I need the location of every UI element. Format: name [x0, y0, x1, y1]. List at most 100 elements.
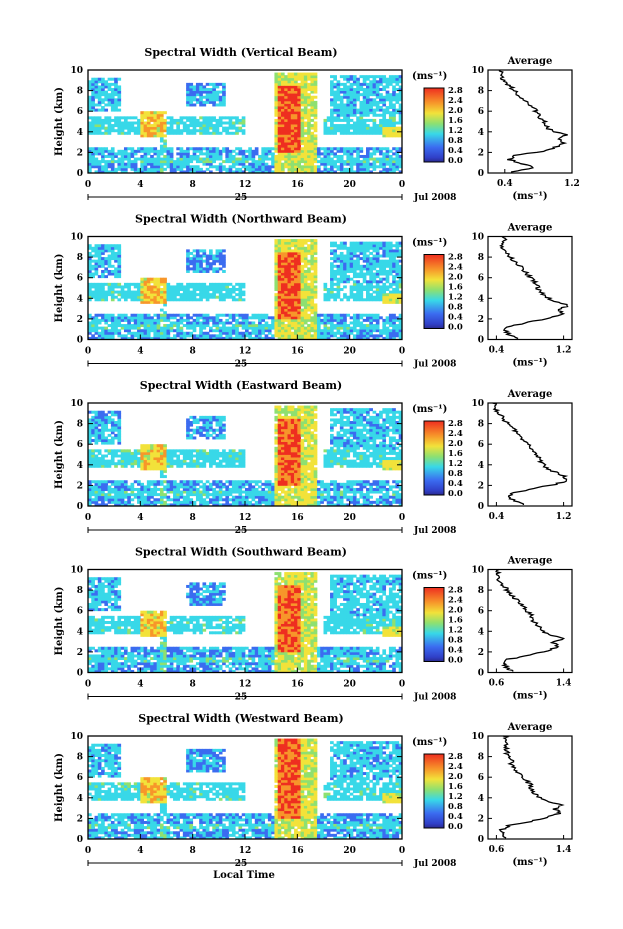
heatmap-cell [114, 118, 118, 122]
heatmap-cell [150, 329, 154, 333]
heatmap-cell [352, 251, 357, 255]
heatmap-cell [336, 257, 341, 261]
heatmap-cell [107, 124, 112, 128]
heatmap-cell [388, 264, 393, 268]
heatmap-cell [228, 154, 233, 158]
heatmap-cell [186, 126, 190, 130]
heatmap-cell [297, 272, 302, 276]
heatmap-cell [379, 267, 383, 271]
heatmap-cell [137, 451, 141, 455]
heatmap-cell [94, 90, 99, 94]
heatmap-cell [189, 485, 194, 489]
heatmap-cell [199, 126, 203, 130]
heatmap-cell [150, 293, 154, 297]
profile-y-tick-label: 2 [478, 148, 484, 158]
heatmap-cell [159, 331, 164, 335]
heatmap-cell [372, 108, 377, 112]
heatmap-cell [284, 98, 288, 102]
heatmap-cell [101, 428, 105, 432]
heatmap-cell [303, 264, 308, 268]
heatmap-cell [349, 75, 354, 79]
heatmap-cell [117, 121, 122, 125]
heatmap-cell [173, 500, 177, 504]
heatmap-cell [156, 459, 161, 463]
heatmap-cell [94, 329, 99, 333]
heatmap-cell [277, 106, 282, 110]
heatmap-cell [274, 326, 279, 330]
heatmap-cell [166, 487, 171, 491]
heatmap-cell [307, 160, 311, 164]
heatmap-cell [294, 336, 298, 340]
heatmap-cell [330, 75, 334, 79]
heatmap-cell [245, 324, 249, 328]
heatmap-cell [297, 157, 302, 161]
heatmap-cell [209, 267, 213, 271]
heatmap-cell [362, 334, 367, 338]
heatmap-cell [218, 282, 223, 286]
heatmap-cell [343, 241, 347, 245]
heatmap-cell [294, 111, 298, 115]
heatmap-cell [202, 334, 207, 338]
heatmap-cell [307, 124, 311, 128]
heatmap-cell [388, 262, 393, 266]
heatmap-cell [267, 336, 272, 340]
heatmap-cell [166, 152, 171, 156]
heatmap-cell [104, 293, 109, 297]
heatmap-cell [323, 170, 328, 174]
heatmap-cell [346, 154, 351, 158]
heatmap-cell [277, 246, 282, 250]
heatmap-cell [392, 80, 396, 84]
heatmap-cell [290, 282, 295, 286]
heatmap-cell [159, 293, 164, 297]
heatmap-cell [133, 324, 138, 328]
heatmap-cell [173, 293, 177, 297]
heatmap-cell [150, 280, 154, 284]
heatmap-cell [326, 290, 331, 294]
heatmap-cell [274, 280, 279, 284]
heatmap-cell [205, 264, 210, 268]
heatmap-cell [352, 336, 357, 340]
heatmap-cell [294, 239, 298, 243]
heatmap-cell [398, 331, 403, 335]
heatmap-cell [94, 316, 99, 320]
heatmap-cell [271, 324, 275, 328]
heatmap-cell [120, 464, 125, 468]
heatmap-cell [228, 329, 233, 333]
heatmap-cell [205, 259, 210, 263]
heatmap-cell [117, 485, 122, 489]
heatmap-cell [146, 152, 151, 156]
heatmap-cell [362, 167, 367, 171]
heatmap-cell [349, 108, 354, 112]
heatmap-cell [316, 318, 321, 322]
heatmap-cell [101, 500, 105, 504]
heatmap-cell [110, 439, 115, 443]
colorbar-tick-label: 2.4 [448, 263, 463, 273]
heatmap-cell [287, 80, 292, 84]
heatmap-cell [290, 152, 295, 156]
heatmap-cell [280, 77, 285, 81]
heatmap-cell [186, 454, 190, 458]
heatmap-cell [294, 147, 298, 151]
heatmap-cell [300, 77, 305, 81]
heatmap-cell [140, 134, 145, 138]
heatmap-cell [336, 313, 341, 317]
heatmap-cell [395, 264, 400, 268]
heatmap-cell [199, 88, 203, 91]
heatmap-cell [398, 75, 403, 79]
heatmap-cell [300, 272, 305, 276]
heatmap-cell [110, 436, 115, 440]
heatmap-cell [359, 121, 364, 125]
heatmap-cell [330, 329, 334, 333]
heatmap-cell [307, 82, 311, 86]
heatmap-cell [235, 336, 239, 340]
heatmap-cell [290, 118, 295, 122]
heatmap-cell [382, 113, 387, 117]
heatmap-cell [333, 124, 337, 128]
heatmap-cell [94, 118, 99, 122]
heatmap-cell [88, 464, 92, 468]
colorbar-tick-label: 2.0 [448, 273, 463, 283]
heatmap-cell [258, 336, 262, 340]
heatmap-cell [274, 308, 279, 312]
heatmap-cell [163, 451, 167, 455]
heatmap-cell [163, 446, 167, 450]
